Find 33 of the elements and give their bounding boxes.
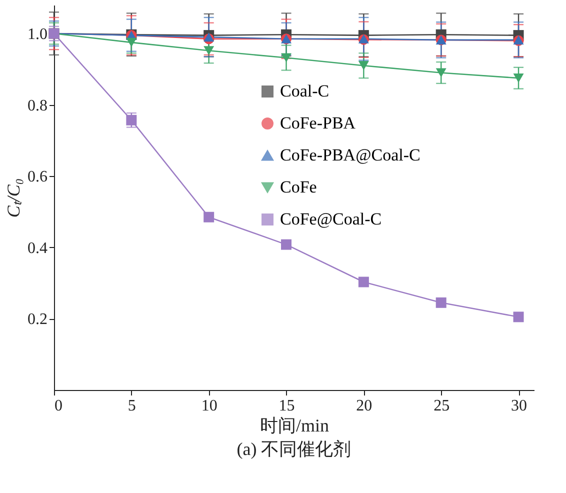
y-axis-title: Cₜ/C₀ [4, 178, 24, 218]
x-axis-title: 时间/min [260, 416, 330, 436]
point [126, 38, 137, 47]
y-tick-label: 0.4 [28, 240, 48, 257]
x-tick-label: 25 [434, 398, 450, 414]
x-tick-label: 5 [128, 398, 136, 414]
x-tick-label: 30 [511, 398, 528, 414]
point [204, 32, 214, 42]
x-tick-label: 0 [54, 398, 62, 414]
point [126, 114, 137, 126]
point [204, 212, 214, 222]
point [204, 46, 214, 56]
y-tick-label: 1.0 [28, 26, 48, 44]
legend-label: CoFe [280, 178, 317, 196]
point [281, 239, 292, 250]
x-tick-label: 15 [278, 398, 295, 414]
y-tick-label: 0.6 [28, 168, 48, 186]
point [358, 61, 369, 70]
legend-label: CoFe-PBA [280, 114, 356, 132]
y-tick-label: 0.2 [28, 311, 48, 328]
legend-label: Coal-C [280, 82, 330, 100]
point [436, 68, 446, 78]
x-tick-label: 20 [356, 398, 372, 414]
text: (a) 不同催化剂 [236, 439, 352, 459]
point [513, 74, 524, 83]
y-tick-label: 0.8 [28, 97, 48, 114]
point [358, 276, 369, 288]
legend-label: CoFe-PBA@Coal-C [280, 146, 420, 164]
point [436, 297, 446, 308]
point [281, 53, 292, 62]
point [513, 312, 524, 322]
x-tick-label: 10 [201, 398, 218, 414]
legend-label: CoFe@Coal-C [280, 210, 382, 228]
